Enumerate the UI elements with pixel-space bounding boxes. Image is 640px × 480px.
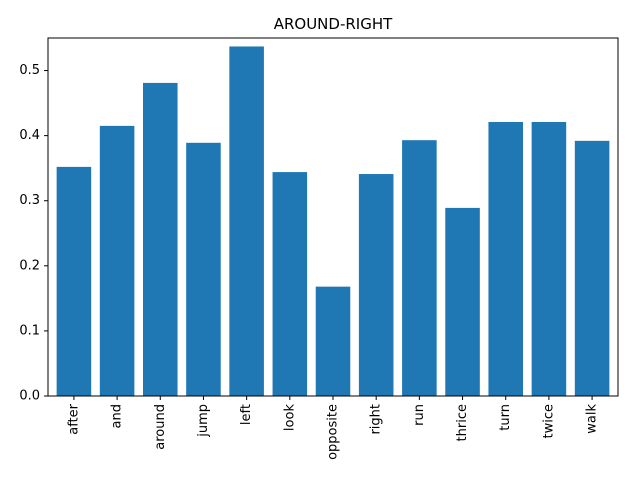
bar-thrice	[445, 207, 480, 396]
x-tick-label: around	[153, 404, 168, 450]
bar-turn	[488, 121, 523, 396]
x-tick-label: left	[239, 404, 254, 425]
bar-around	[143, 82, 178, 396]
bar-left	[229, 46, 264, 397]
y-tick-label: 0.1	[19, 323, 40, 338]
plot-frame	[47, 37, 619, 397]
bar-after	[56, 166, 92, 396]
y-tick-label: 0.4	[19, 128, 40, 143]
x-tick-label: look	[282, 404, 297, 432]
y-tick-label: 0.0	[19, 389, 40, 404]
chart-title: AROUND-RIGHT	[274, 15, 393, 33]
x-axis: after and around jump left look opposite right r…	[66, 396, 600, 460]
x-tick-label: right	[369, 404, 384, 435]
x-tick-label: jump	[196, 404, 211, 438]
x-tick-label: turn	[498, 404, 513, 431]
bars-group	[56, 46, 610, 397]
bar-look	[272, 172, 308, 396]
y-tick-label: 0.3	[19, 193, 40, 208]
y-tick-label: 0.2	[19, 258, 40, 273]
x-tick-label: opposite	[326, 404, 341, 460]
y-tick-label: 0.5	[19, 63, 40, 78]
x-tick-label: thrice	[455, 404, 470, 441]
x-tick-label: run	[412, 404, 427, 426]
x-tick-label: twice	[541, 404, 556, 439]
bar-twice	[531, 121, 567, 396]
bar-walk	[574, 140, 610, 396]
bar-opposite	[315, 286, 351, 396]
y-axis: 0.0 0.1 0.2 0.3 0.4 0.5	[19, 63, 48, 404]
x-tick-label: walk	[585, 404, 600, 434]
bar-run	[402, 140, 437, 396]
bar-jump	[186, 142, 221, 396]
x-tick-label: and	[110, 404, 125, 428]
bar-and	[99, 125, 135, 397]
bar-right	[358, 174, 394, 396]
x-tick-label: after	[66, 403, 81, 434]
